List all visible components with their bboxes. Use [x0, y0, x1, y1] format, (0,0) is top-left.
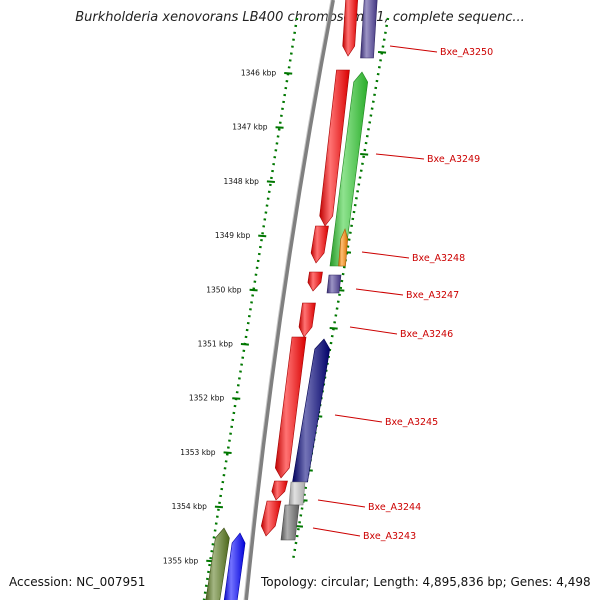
gene-bar-a3245-red[interactable]: [274, 336, 307, 479]
ruler-tick-label: 1350 kbp: [206, 285, 242, 294]
gene-bar-a3246-red[interactable]: [298, 302, 316, 338]
gene-label-leader: [334, 414, 383, 423]
chromosome-backbone: [244, 0, 335, 600]
gene-label[interactable]: Bxe_A3249: [427, 154, 480, 165]
gene-label[interactable]: Bxe_A3248: [412, 253, 465, 264]
gene-label-leader: [361, 251, 410, 259]
ruler-tick: [249, 288, 258, 292]
gene-bar-a3243-red[interactable]: [260, 500, 282, 537]
ruler-tick: [223, 451, 232, 454]
gene-bar-a3247-red[interactable]: [307, 271, 323, 292]
gene-bar-a3250-red[interactable]: [342, 0, 358, 57]
gene-label[interactable]: Bxe_A3243: [363, 531, 416, 542]
ruler-tick: [232, 397, 241, 400]
ruler-tick-label: 1354 kbp: [172, 502, 208, 511]
ruler-tick-label: 1352 kbp: [189, 394, 225, 403]
ruler-tick-label: 1355 kbp: [163, 556, 199, 565]
accession-text: Accession: NC_007951: [9, 575, 146, 589]
gene-label[interactable]: Bxe_A3250: [440, 47, 493, 58]
gene-bar-bottom-olive[interactable]: [205, 527, 230, 600]
ruler-tick: [284, 72, 293, 75]
gene-bar-a3248-orange[interactable]: [338, 228, 349, 267]
gene-bar-a3250-purple[interactable]: [360, 0, 378, 59]
ruler-tick: [266, 180, 275, 183]
ruler-tick: [258, 234, 267, 238]
gene-bar-a3244-red[interactable]: [271, 480, 288, 501]
ruler-tick-label: 1351 kbp: [198, 340, 234, 349]
ruler-tick-label: 1348 kbp: [224, 177, 260, 186]
gene-label-leader: [349, 326, 398, 335]
chromosome-backbone-highlight: [243, 0, 332, 600]
ruler-tick-label: 1353 kbp: [180, 448, 216, 457]
guide-tick: [360, 153, 369, 156]
ruler-line: [202, 17, 299, 600]
gene-label-leader: [312, 527, 361, 537]
gene-label-leader: [355, 288, 404, 296]
outer-guide-line: [291, 17, 390, 561]
gene-label-leader: [375, 153, 425, 160]
gene-bar-a3248-red[interactable]: [310, 225, 329, 264]
ruler-tick-label: 1347 kbp: [232, 123, 268, 132]
gene-label[interactable]: Bxe_A3246: [400, 329, 453, 340]
gene-label-leader: [317, 499, 366, 508]
gene-label-leader: [389, 45, 438, 53]
gene-bar-a3249-green[interactable]: [329, 71, 369, 267]
guide-tick: [329, 327, 338, 330]
gene-label[interactable]: Bxe_A3245: [385, 417, 438, 428]
ruler-tick: [275, 126, 284, 129]
gene-bar-a3244-lightgray[interactable]: [288, 481, 306, 506]
gene-label[interactable]: Bxe_A3244: [368, 502, 421, 513]
map-title: Burkholderia xenovorans LB400 chromosome…: [75, 10, 525, 25]
ruler-tick-label: 1346 kbp: [241, 69, 277, 78]
ruler-tick: [240, 343, 249, 346]
gene-bar-a3249-red[interactable]: [319, 69, 350, 227]
gene-bar-a3243-darkgray[interactable]: [280, 504, 300, 541]
guide-tick: [377, 51, 387, 54]
topology-summary: Topology: circular; Length: 4,895,836 bp…: [261, 575, 591, 589]
gene-bar-a3247-purple[interactable]: [326, 274, 342, 294]
gene-label[interactable]: Bxe_A3247: [406, 290, 459, 301]
ruler-tick: [214, 505, 223, 509]
ruler-tick-label: 1349 kbp: [215, 231, 251, 240]
gene-bar-bottom-blue[interactable]: [223, 532, 246, 600]
